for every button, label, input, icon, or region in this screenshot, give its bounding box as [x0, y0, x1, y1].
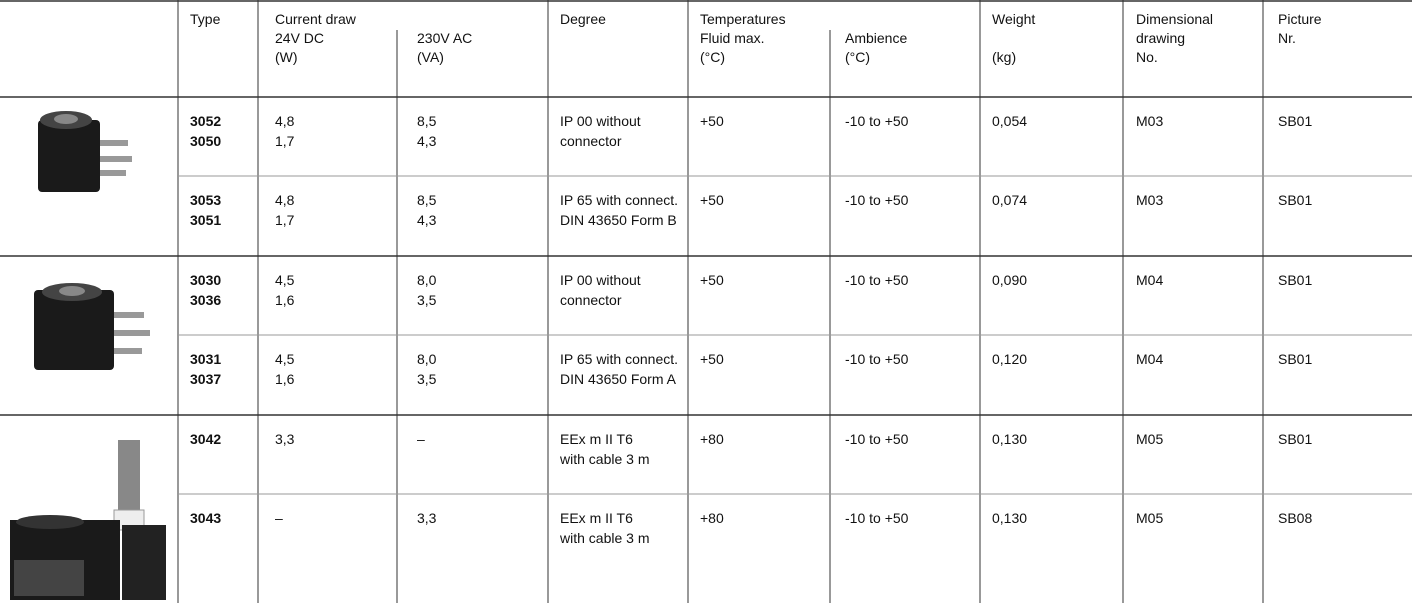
header-cell: 24V DC: [275, 30, 325, 46]
coil-image: [10, 440, 166, 600]
table-cell: +50: [700, 351, 724, 367]
header-cell: (W): [275, 49, 298, 65]
table-cell: IP 00 without: [560, 272, 641, 288]
type-number: 3031: [190, 351, 222, 367]
table-cell: 0,130: [992, 431, 1028, 447]
table-cell: SB01: [1278, 431, 1313, 447]
table-cell: with cable 3 m: [560, 451, 650, 467]
header-cell: Degree: [560, 11, 606, 27]
table-cell: -10 to +50: [845, 351, 909, 367]
header-cell: 230V AC: [417, 30, 473, 46]
table-cell: 1,6: [275, 292, 295, 308]
table-cell: 8,5: [417, 192, 437, 208]
table-cell: DIN 43650 Form B: [560, 212, 677, 228]
table-cell: DIN 43650 Form A: [560, 371, 676, 387]
type-number: 3051: [190, 212, 222, 228]
coil-image: [34, 283, 150, 370]
table-cell: 8,0: [417, 272, 437, 288]
table-cell: connector: [560, 292, 622, 308]
table-cell: 0,090: [992, 272, 1028, 288]
table-cell: 4,8: [275, 113, 295, 129]
table-cell: M05: [1136, 510, 1164, 526]
header-cell: drawing: [1136, 30, 1186, 46]
table-cell: connector: [560, 133, 622, 149]
type-number: 3030: [190, 272, 222, 288]
header-cell: Current draw: [275, 11, 356, 27]
table-cell: EEx m II T6: [560, 431, 633, 447]
header-cell: Dimensional: [1136, 11, 1214, 27]
header-cell: (°C): [845, 49, 871, 65]
table-cell: SB01: [1278, 351, 1313, 367]
header-cell: Picture: [1278, 11, 1322, 27]
table-cell: +50: [700, 113, 724, 129]
table-cell: 4,3: [417, 133, 437, 149]
table-cell: -10 to +50: [845, 113, 909, 129]
table-cell: M04: [1136, 272, 1164, 288]
table-cell: M05: [1136, 431, 1164, 447]
table-cell: +50: [700, 192, 724, 208]
table-cell: 3,3: [275, 431, 295, 447]
table-cell: –: [417, 431, 425, 447]
table-cell: -10 to +50: [845, 272, 909, 288]
table-cell: 4,3: [417, 212, 437, 228]
table-cell: with cable 3 m: [560, 530, 650, 546]
header-cell: No.: [1136, 49, 1158, 65]
table-cell: 8,0: [417, 351, 437, 367]
table-cell: IP 65 with connect.: [560, 192, 679, 208]
table-cell: 0,130: [992, 510, 1028, 526]
type-number: 3052: [190, 113, 222, 129]
type-number: 3037: [190, 371, 222, 387]
table-cell: 1,6: [275, 371, 295, 387]
table-cell: IP 65 with connect.: [560, 351, 679, 367]
type-number: 3043: [190, 510, 222, 526]
table-cell: 3,3: [417, 510, 437, 526]
coil-image: [38, 111, 132, 192]
table-cell: 4,5: [275, 272, 295, 288]
table-cell: +80: [700, 510, 724, 526]
table-cell: IP 00 without: [560, 113, 641, 129]
table-cell: M04: [1136, 351, 1164, 367]
table-cell: 3,5: [417, 292, 437, 308]
table-cell: 4,5: [275, 351, 295, 367]
table-cell: SB01: [1278, 272, 1313, 288]
header-cell: Fluid max.: [700, 30, 765, 46]
header-cell: (kg): [992, 49, 1017, 65]
table-cell: 1,7: [275, 212, 295, 228]
table-cell: SB01: [1278, 192, 1313, 208]
table-cell: M03: [1136, 192, 1164, 208]
header-cell: Ambience: [845, 30, 908, 46]
table-cell: -10 to +50: [845, 431, 909, 447]
type-number: 3042: [190, 431, 222, 447]
header-cell: Nr.: [1278, 30, 1296, 46]
header-cell: Temperatures: [700, 11, 786, 27]
type-number: 3050: [190, 133, 222, 149]
table-cell: EEx m II T6: [560, 510, 633, 526]
table-cell: 1,7: [275, 133, 295, 149]
table-cell: 0,120: [992, 351, 1028, 367]
header-cell: (VA): [417, 49, 444, 65]
table-cell: 4,8: [275, 192, 295, 208]
table-cell: 0,074: [992, 192, 1028, 208]
table-cell: –: [275, 510, 283, 526]
type-number: 3036: [190, 292, 222, 308]
type-number: 3053: [190, 192, 222, 208]
table-cell: SB08: [1278, 510, 1313, 526]
header-cell: (°C): [700, 49, 726, 65]
header-cell: Weight: [992, 11, 1036, 27]
header-cell: Type: [190, 11, 221, 27]
table-cell: +50: [700, 272, 724, 288]
table-cell: -10 to +50: [845, 192, 909, 208]
table-cell: +80: [700, 431, 724, 447]
table-cell: M03: [1136, 113, 1164, 129]
table-cell: SB01: [1278, 113, 1313, 129]
table-cell: 3,5: [417, 371, 437, 387]
table-cell: 0,054: [992, 113, 1028, 129]
table-cell: 8,5: [417, 113, 437, 129]
table-cell: -10 to +50: [845, 510, 909, 526]
